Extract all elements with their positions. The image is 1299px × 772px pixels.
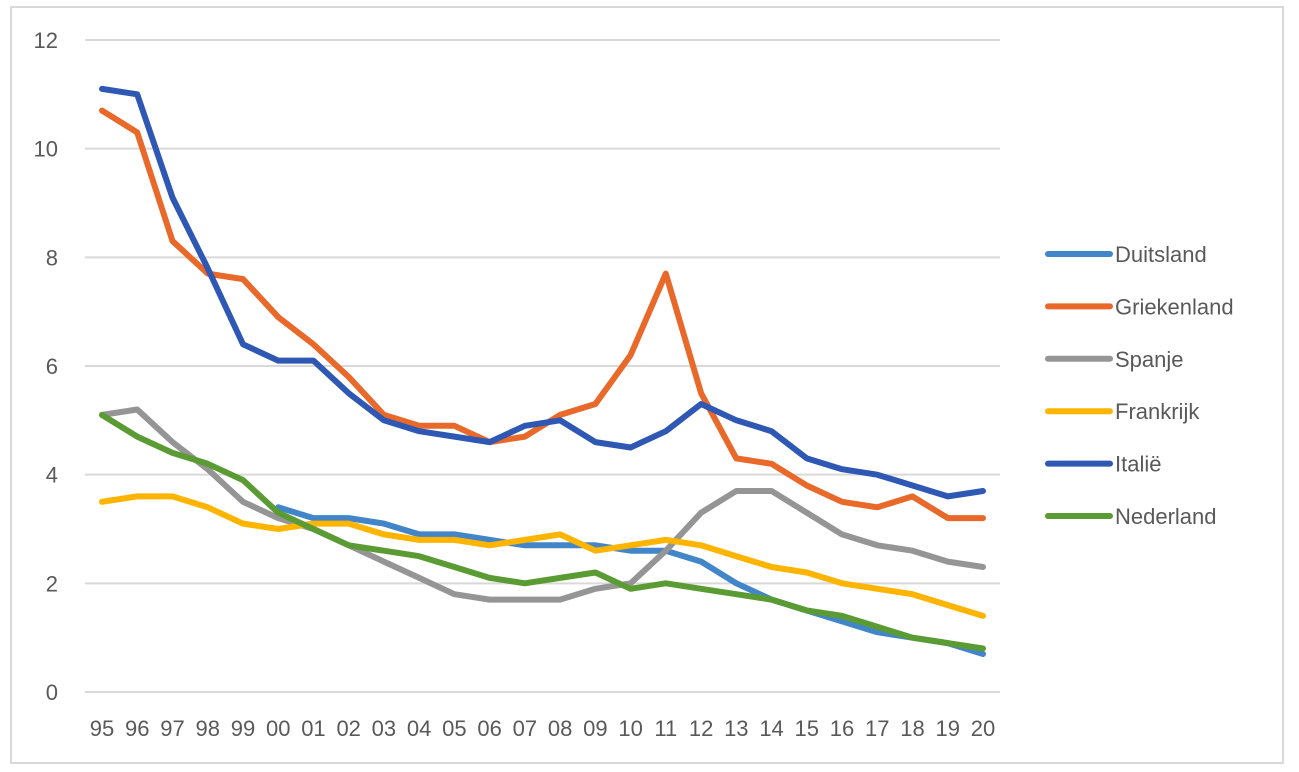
y-tick-label: 0 xyxy=(46,680,58,705)
x-tick-label: 05 xyxy=(442,716,466,741)
x-tick-label: 13 xyxy=(724,716,748,741)
series-line-italië xyxy=(99,85,986,500)
x-tick-label: 17 xyxy=(865,716,889,741)
legend-label: Frankrijk xyxy=(1115,399,1200,424)
x-axis-ticks: 95 96 97 98 99 00 01 02 03 04 05 06 07 08 09 10 11 12 13 14… xyxy=(90,716,995,741)
y-axis-ticks: 0 2 4 6 8 10 12 xyxy=(34,28,58,705)
x-tick-label: 20 xyxy=(971,716,995,741)
x-tick-label: 15 xyxy=(795,716,819,741)
legend-label: Nederland xyxy=(1115,504,1217,529)
y-tick-label: 4 xyxy=(46,463,58,488)
series-lines xyxy=(99,85,986,657)
x-tick-label: 06 xyxy=(477,716,501,741)
series-line-griekenland xyxy=(99,107,986,522)
x-tick-label: 10 xyxy=(618,716,642,741)
y-tick-label: 2 xyxy=(46,571,58,596)
x-tick-label: 99 xyxy=(231,716,255,741)
y-tick-label: 12 xyxy=(34,28,58,53)
x-tick-label: 18 xyxy=(900,716,924,741)
x-tick-label: 97 xyxy=(160,716,184,741)
legend: Duitsland Griekenland Spanje Frankrijk Itali… xyxy=(1045,242,1234,529)
gridlines xyxy=(85,39,1000,693)
x-tick-label: 03 xyxy=(372,716,396,741)
legend-item: Nederland xyxy=(1045,504,1217,529)
x-tick-label: 02 xyxy=(336,716,360,741)
series-line-nederland xyxy=(99,411,986,652)
legend-item: Griekenland xyxy=(1045,294,1234,319)
y-tick-label: 10 xyxy=(34,137,58,162)
legend-label: Griekenland xyxy=(1115,294,1234,319)
y-tick-label: 6 xyxy=(46,354,58,379)
legend-label: Duitsland xyxy=(1115,242,1207,267)
y-tick-label: 8 xyxy=(46,245,58,270)
legend-item: Spanje xyxy=(1045,347,1184,372)
x-tick-label: 14 xyxy=(759,716,783,741)
x-tick-label: 04 xyxy=(407,716,431,741)
chart-frame xyxy=(10,6,1284,764)
legend-label: Italië xyxy=(1115,452,1161,477)
x-tick-label: 09 xyxy=(583,716,607,741)
series-line-frankrijk xyxy=(99,493,986,619)
x-tick-label: 07 xyxy=(513,716,537,741)
x-tick-label: 01 xyxy=(301,716,325,741)
legend-item: Duitsland xyxy=(1045,242,1207,267)
legend-item: Frankrijk xyxy=(1045,399,1200,424)
legend-item: Italië xyxy=(1045,452,1161,477)
x-tick-label: 98 xyxy=(195,716,219,741)
series-line-spanje xyxy=(99,406,986,603)
x-tick-label: 00 xyxy=(266,716,290,741)
x-tick-label: 11 xyxy=(654,716,677,741)
legend-label: Spanje xyxy=(1115,347,1184,372)
x-tick-label: 96 xyxy=(125,716,149,741)
x-tick-label: 08 xyxy=(548,716,572,741)
series-line-duitsland xyxy=(275,504,986,657)
x-tick-label: 16 xyxy=(830,716,854,741)
x-tick-label: 12 xyxy=(689,716,713,741)
x-tick-label: 19 xyxy=(936,716,960,741)
x-tick-label: 95 xyxy=(90,716,114,741)
